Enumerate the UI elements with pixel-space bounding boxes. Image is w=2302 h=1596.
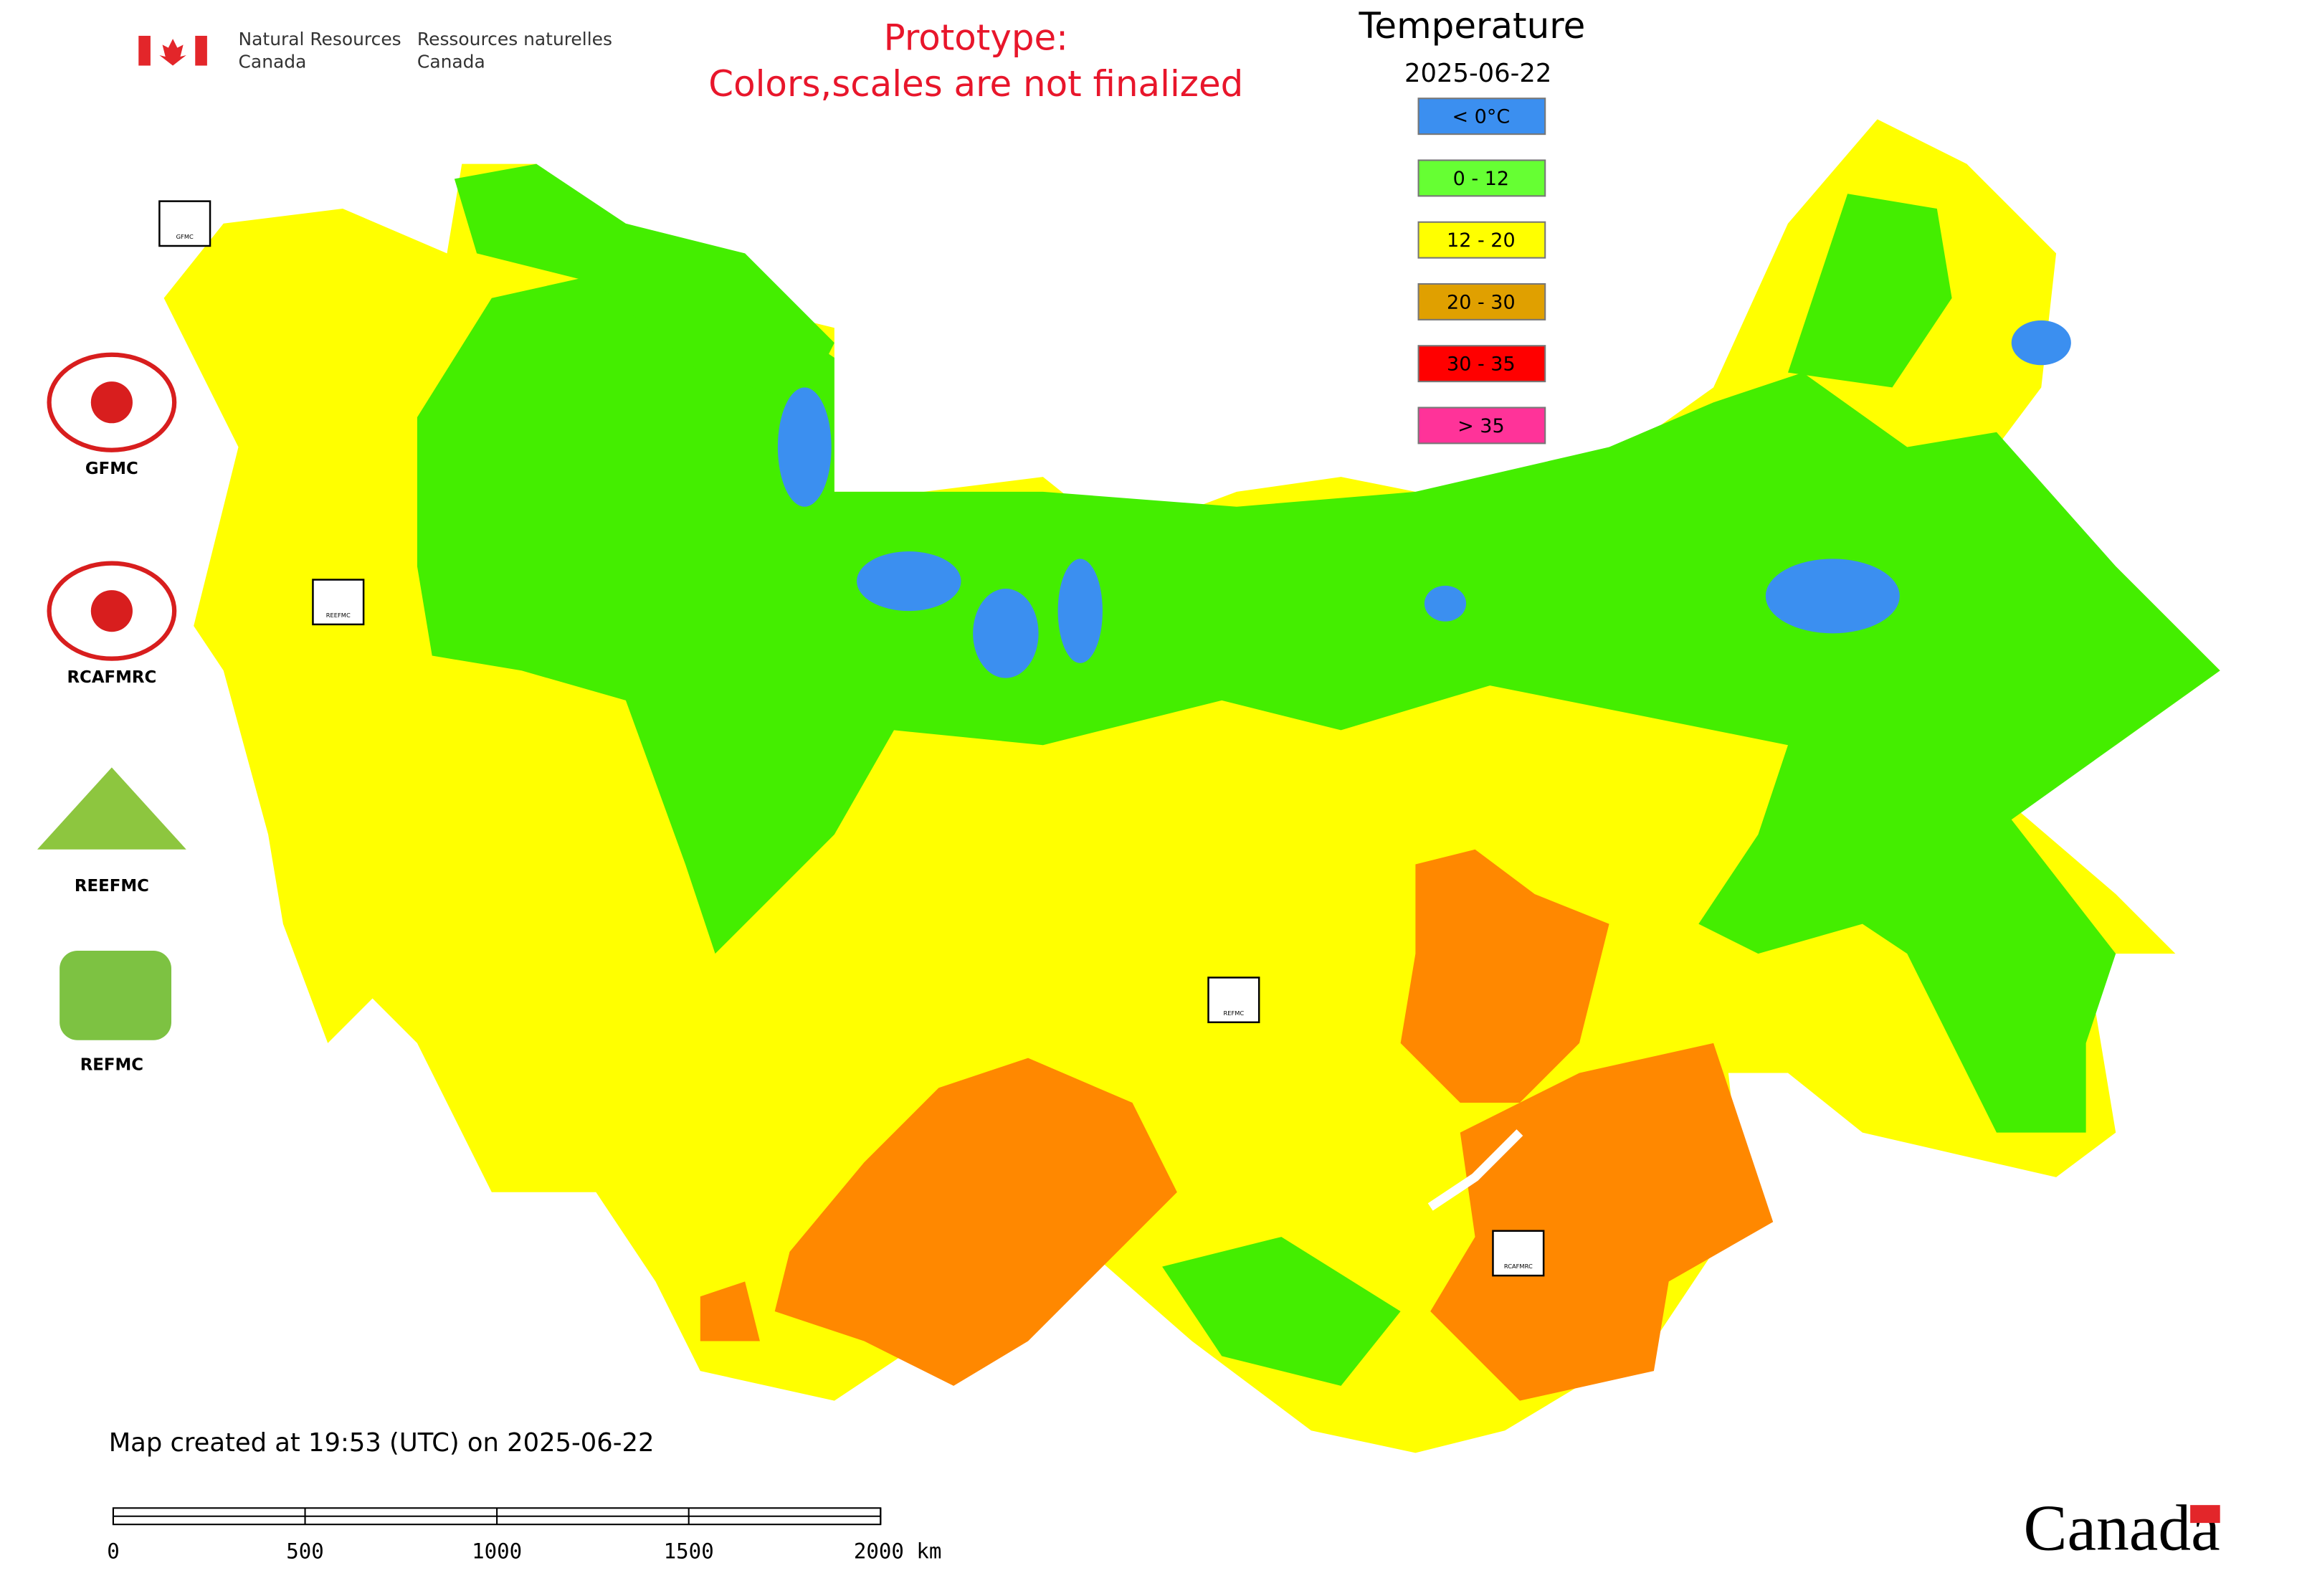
legend-title: Temperature [1358, 5, 1585, 47]
legend-date: 2025-06-22 [1404, 59, 1551, 88]
map-marker [158, 200, 211, 247]
legend-swatch [1417, 221, 1546, 259]
map-marker-label: GFMC [176, 233, 194, 240]
map-marker [1492, 1230, 1545, 1277]
notice: Prototype: [884, 17, 1068, 59]
org-fr: Canada [417, 51, 485, 72]
wordmark-flag [2190, 1505, 2220, 1524]
org-en: Natural Resources [239, 29, 401, 49]
legend-swatch [1417, 98, 1546, 136]
logo-label: GFMC [85, 460, 138, 478]
gov-header: Natural Resources Canada Ressources natu… [138, 29, 612, 72]
map-marker-label: RCAFMRC [1504, 1263, 1533, 1270]
created-note: Map created at 19:53 (UTC) on 2025-06-22 [109, 1428, 655, 1458]
scale-label: 1000 [472, 1539, 522, 1564]
logo-flame [90, 590, 133, 632]
legend: Temperature 2025-06-22 < 0°C 0 - 12 12 - 2… [1358, 5, 1585, 445]
logo-column: GFMC RCAFMRC REEFMC REFMC [37, 352, 186, 1075]
scale-bar: 0 500 1000 1500 2000 km [107, 1507, 942, 1564]
legend-label: < 0°C [1452, 106, 1510, 128]
legend-label: 12 - 20 [1447, 229, 1516, 252]
canada-wordmark: Canada [2024, 1492, 2220, 1564]
legend-label: 30 - 35 [1447, 353, 1516, 376]
logo-icon [60, 951, 172, 1040]
scale-label: 1500 [664, 1539, 714, 1564]
legend-swatch [1417, 159, 1546, 197]
map [163, 119, 2220, 1453]
logo-icon [37, 767, 186, 850]
legend-swatch [1417, 407, 1546, 445]
legend-label: > 35 [1457, 415, 1505, 437]
scale-label: 500 [286, 1539, 324, 1564]
org-en: Canada [239, 51, 307, 72]
map-marker-label: REEFMC [326, 612, 351, 619]
org-fr: Ressources naturelles [417, 29, 612, 49]
logo-label: RCAFMRC [67, 668, 156, 687]
logo-label: REEFMC [75, 877, 149, 896]
logo-label: REFMC [80, 1056, 143, 1075]
logo-flame [90, 381, 133, 424]
map-marker-label: REFMC [1223, 1010, 1244, 1017]
legend-label: 0 - 12 [1453, 168, 1509, 190]
legend-swatch [1417, 282, 1546, 320]
notice: Colors,scales are not finalized [708, 63, 1243, 105]
map-markers: GFMC REEFMC REFMC RCAFMRC [158, 200, 1545, 1277]
scale-label: 2000 km [854, 1539, 942, 1564]
scale-label: 0 [107, 1539, 120, 1564]
map-marker [312, 579, 365, 626]
legend-swatch [1417, 345, 1546, 383]
map-marker [1207, 977, 1260, 1024]
legend-label: 20 - 30 [1447, 291, 1516, 313]
